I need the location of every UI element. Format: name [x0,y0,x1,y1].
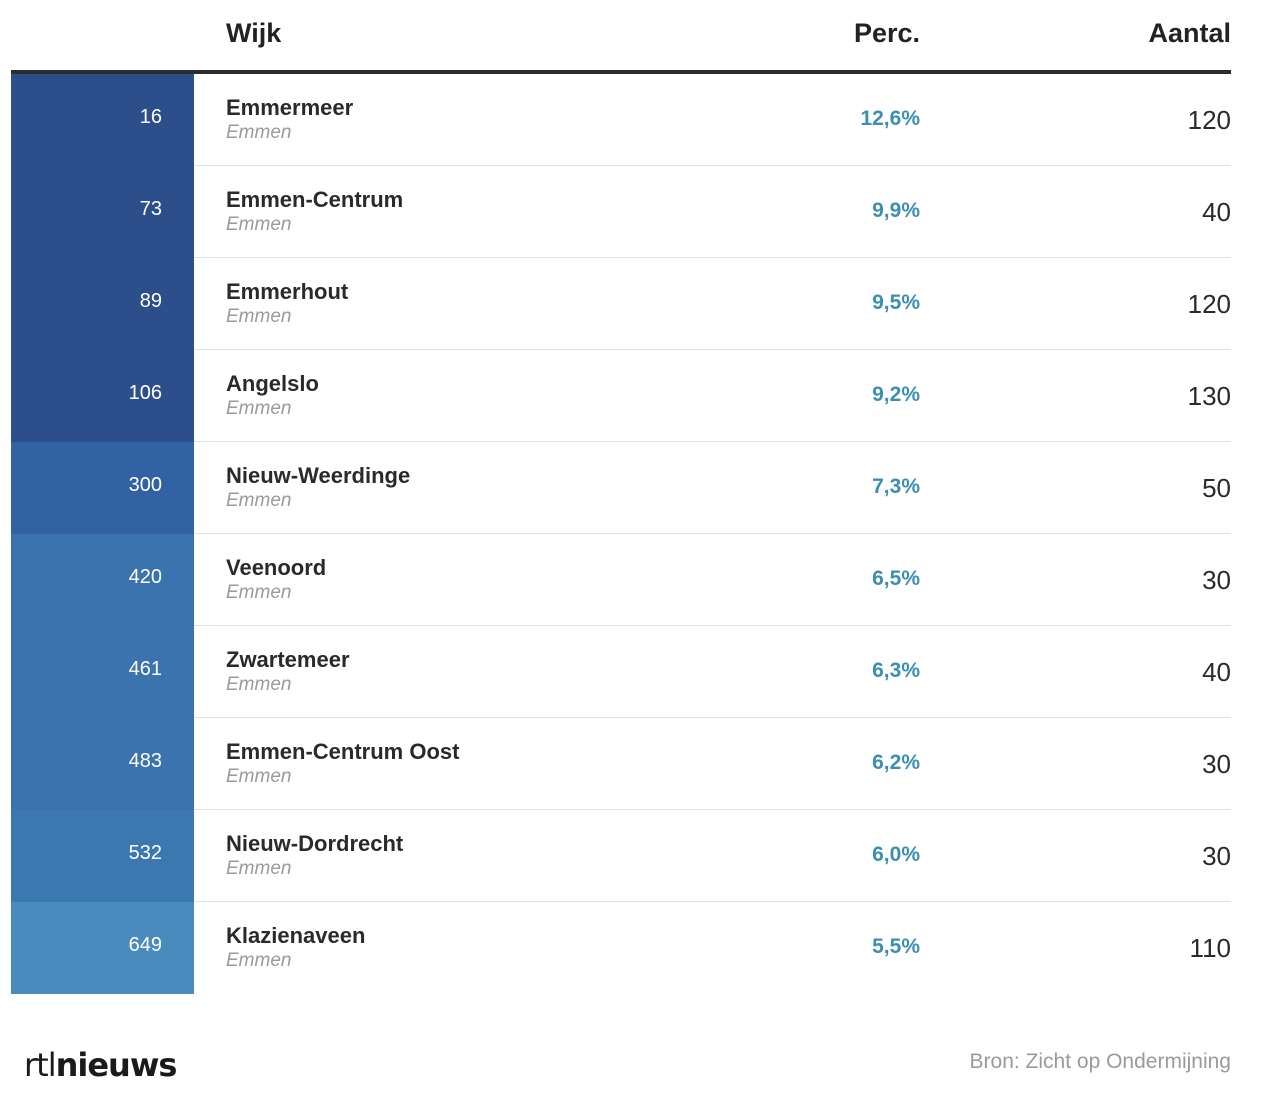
rtl-nieuws-logo: rtlnieuws [24,1046,178,1084]
count-value: 50 [1202,473,1231,503]
rank-value: 106 [128,382,162,404]
district-name: Emmerhout [226,279,349,304]
municipality-name: Emmen [226,674,292,695]
table-row: 420 Veenoord Emmen 6,5% 30 [11,534,1231,626]
district-name: Emmermeer [226,95,354,120]
rank-value: 483 [128,750,162,772]
table-row: 106 Angelslo Emmen 9,2% 130 [11,350,1231,442]
footer: rtlnieuws Bron: Zicht op Ondermijning [0,1030,1268,1095]
district-name: Klazienaveen [226,923,366,948]
municipality-name: Emmen [226,122,292,143]
source-credit: Bron: Zicht op Ondermijning [969,1050,1231,1073]
district-name: Emmen-Centrum Oost [226,739,460,764]
rank-cell: 420 [11,534,194,626]
percentage-value: 6,5% [872,567,920,590]
percentage-value: 7,3% [872,475,920,498]
row-divider [194,809,1231,810]
count-value: 130 [1187,381,1231,411]
rank-cell: 300 [11,442,194,534]
district-name: Veenoord [226,555,327,580]
rank-cell: 461 [11,626,194,718]
district-name: Angelslo [226,371,319,396]
rank-cell: 73 [11,166,194,258]
municipality-name: Emmen [226,398,292,419]
percentage-value: 6,0% [872,843,920,866]
count-value: 30 [1202,749,1231,779]
row-divider [194,901,1231,902]
row-divider [194,717,1231,718]
rank-value: 89 [139,290,162,312]
district-name: Emmen-Centrum [226,187,404,212]
rank-value: 532 [128,842,162,864]
percentage-value: 6,2% [872,751,920,774]
percentage-value: 9,9% [872,199,920,222]
count-value: 40 [1202,657,1231,687]
rank-value: 420 [128,566,162,588]
percentage-value: 6,3% [872,659,920,682]
table-body: 16 Emmermeer Emmen 12,6% 120 73 Emmen-Centrum E… [11,74,1231,994]
count-value: 120 [1187,105,1231,135]
district-name: Zwartemeer [226,647,350,672]
rank-value: 461 [128,658,162,680]
percentage-value: 5,5% [872,935,920,958]
table-row: 300 Nieuw-Weerdinge Emmen 7,3% 50 [11,442,1231,534]
percentage-value: 12,6% [860,107,920,130]
rank-cell: 106 [11,350,194,442]
row-divider [194,165,1231,166]
ranking-table: Wijk Perc. Aantal 16 Emmermeer Emmen 12,6% 1… [11,0,1231,994]
municipality-name: Emmen [226,582,292,603]
table-row: 16 Emmermeer Emmen 12,6% 120 [11,74,1231,166]
row-divider [194,441,1231,442]
count-value: 40 [1202,197,1231,227]
table-row: 649 Klazienaveen Emmen 5,5% 110 [11,902,1231,994]
count-value: 110 [1189,933,1231,963]
row-divider [194,533,1231,534]
count-value: 30 [1202,841,1231,871]
row-divider [194,625,1231,626]
rank-value: 649 [128,934,162,956]
header-rule [11,70,1231,74]
logo-nieuws: nieuws [55,1046,178,1084]
count-value: 30 [1202,565,1231,595]
logo-rtl: rtl [24,1046,57,1084]
table-row: 89 Emmerhout Emmen 9,5% 120 [11,258,1231,350]
municipality-name: Emmen [226,490,292,511]
rank-value: 73 [139,198,162,220]
municipality-name: Emmen [226,858,292,879]
district-name: Nieuw-Dordrecht [226,831,404,856]
percentage-value: 9,5% [872,291,920,314]
rank-cell: 89 [11,258,194,350]
rank-value: 300 [128,474,162,496]
municipality-name: Emmen [226,214,292,235]
table-row: 461 Zwartemeer Emmen 6,3% 40 [11,626,1231,718]
municipality-name: Emmen [226,766,292,787]
row-divider [194,349,1231,350]
column-header-aantal: Aantal [1148,18,1231,48]
percentage-value: 9,2% [872,383,920,406]
municipality-name: Emmen [226,306,292,327]
rank-cell: 532 [11,810,194,902]
district-name: Nieuw-Weerdinge [226,463,411,488]
column-header-perc: Perc. [853,18,920,48]
municipality-name: Emmen [226,950,292,971]
table-row: 73 Emmen-Centrum Emmen 9,9% 40 [11,166,1231,258]
table-row: 483 Emmen-Centrum Oost Emmen 6,2% 30 [11,718,1231,810]
table-header: Wijk Perc. Aantal [11,0,1231,74]
table-row: 532 Nieuw-Dordrecht Emmen 6,0% 30 [11,810,1231,902]
rank-cell: 483 [11,718,194,810]
rank-value: 16 [139,106,162,128]
rank-cell: 16 [11,74,194,166]
rank-cell: 649 [11,902,194,994]
count-value: 120 [1187,289,1231,319]
column-header-wijk: Wijk [226,18,282,48]
row-divider [194,257,1231,258]
